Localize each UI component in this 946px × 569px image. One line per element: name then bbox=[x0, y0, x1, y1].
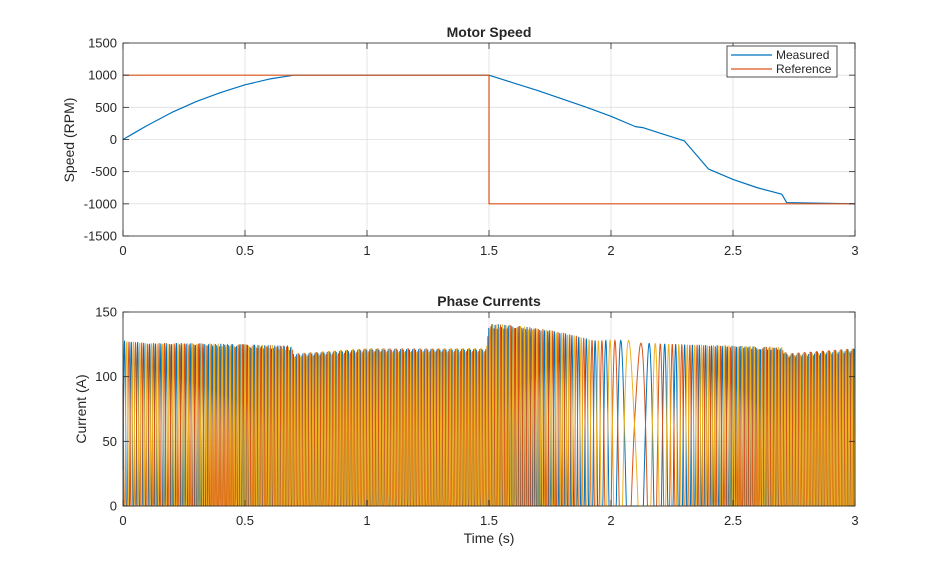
current-xtick-label: 0 bbox=[119, 513, 126, 528]
speed-legend: Measured Reference bbox=[726, 45, 838, 78]
speed-series-reference bbox=[123, 74, 855, 205]
speed-axes: 0 0.5 1 1.5 2 2.5 3-1500-1000-500050010001500 … bbox=[61, 24, 859, 258]
current-xtick-label: 0.5 bbox=[236, 513, 254, 528]
current-axes: 0 0.5 1 1.5 2 2.5 3 0 50 100 150 Phase Currents Cu… bbox=[73, 293, 859, 546]
speed-ytick-label: -1500 bbox=[84, 229, 117, 244]
legend-box bbox=[726, 45, 838, 78]
speed-ytick-label: 1500 bbox=[88, 36, 117, 51]
current-series bbox=[122, 324, 856, 507]
current-xtick-label: 1 bbox=[363, 513, 370, 528]
current-ytick-label: 50 bbox=[103, 434, 117, 449]
current-ylabel: Current (A) bbox=[73, 374, 89, 443]
speed-ytick-label: 500 bbox=[95, 100, 117, 115]
current-ytick-label: 150 bbox=[95, 305, 117, 320]
speed-ytick-label: -500 bbox=[91, 164, 117, 179]
speed-ytick-label: 1000 bbox=[88, 68, 117, 83]
speed-ylabel: Speed (RPM) bbox=[61, 98, 77, 183]
current-xtick-label: 2 bbox=[607, 513, 614, 528]
speed-xtick-label: 1.5 bbox=[480, 243, 498, 258]
speed-ytick-label: -1000 bbox=[84, 196, 117, 211]
speed-series-measured bbox=[122, 74, 856, 205]
legend-label-reference: Reference bbox=[776, 62, 832, 76]
speed-xtick-label: 1 bbox=[363, 243, 370, 258]
current-ticks: 0 0.5 1 1.5 2 2.5 3 0 50 100 150 bbox=[95, 305, 858, 529]
speed-xtick-label: 0 bbox=[119, 243, 126, 258]
speed-series bbox=[122, 74, 856, 205]
speed-xtick-label: 2 bbox=[607, 243, 614, 258]
speed-ticks: 0 0.5 1 1.5 2 2.5 3 -1500 -1000 -500 0 500 1000 1500 bbox=[84, 36, 859, 259]
current-xtick-label: 2.5 bbox=[724, 513, 742, 528]
current-ytick-label: 100 bbox=[95, 369, 117, 384]
speed-title: Motor Speed bbox=[447, 24, 532, 40]
speed-xtick-label: 0.5 bbox=[236, 243, 254, 258]
current-ytick-label: 0 bbox=[110, 499, 117, 514]
current-title: Phase Currents bbox=[437, 293, 541, 309]
current-xtick-label: 1.5 bbox=[480, 513, 498, 528]
current-xtick-label: 3 bbox=[851, 513, 858, 528]
current-xlabel: Time (s) bbox=[464, 530, 515, 546]
speed-xtick-label: 3 bbox=[851, 243, 858, 258]
speed-xtick-label: 2.5 bbox=[724, 243, 742, 258]
speed-ytick-label: 0 bbox=[110, 132, 117, 147]
legend-label-measured: Measured bbox=[776, 48, 829, 62]
